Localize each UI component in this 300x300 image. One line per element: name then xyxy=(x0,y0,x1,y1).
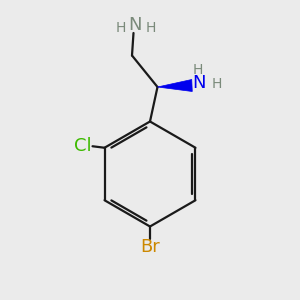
Text: H: H xyxy=(146,21,156,34)
Text: H: H xyxy=(212,77,222,91)
Text: N: N xyxy=(193,74,206,92)
Text: N: N xyxy=(128,16,142,34)
Text: Cl: Cl xyxy=(74,137,92,155)
Text: H: H xyxy=(193,63,203,77)
Polygon shape xyxy=(158,80,192,92)
Text: Br: Br xyxy=(140,238,160,256)
Text: H: H xyxy=(116,21,126,34)
